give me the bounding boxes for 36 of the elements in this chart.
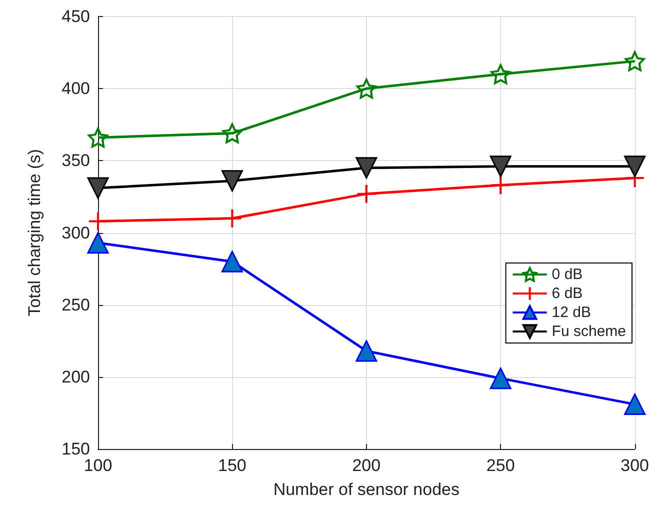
legend-label: 6 dB xyxy=(552,285,583,302)
x-tick-label: 150 xyxy=(218,456,246,475)
y-tick-label: 150 xyxy=(62,440,90,458)
point xyxy=(221,250,243,272)
point xyxy=(356,157,378,179)
x-axis-title: Number of sensor nodes xyxy=(273,480,460,499)
point xyxy=(88,211,108,232)
point xyxy=(356,78,376,99)
x-tick-label: 100 xyxy=(84,456,112,475)
y-tick-label: 250 xyxy=(62,295,90,314)
point xyxy=(624,394,646,416)
y-tick-label: 200 xyxy=(62,367,90,386)
point xyxy=(624,51,645,72)
x-tick-label: 300 xyxy=(620,456,650,475)
x-tick-label: 250 xyxy=(486,456,515,475)
y-tick-label: 450 xyxy=(62,7,90,26)
y-axis-title: Total charging time (s) xyxy=(25,149,44,316)
point xyxy=(88,128,108,148)
y-tick-label: 350 xyxy=(62,151,90,170)
point xyxy=(222,208,242,228)
point xyxy=(490,156,512,178)
legend-label: 0 dB xyxy=(552,266,583,283)
point xyxy=(222,123,242,144)
point xyxy=(624,156,646,178)
legend-label: 12 dB xyxy=(552,304,592,321)
point xyxy=(490,175,511,196)
point xyxy=(221,170,243,192)
point xyxy=(356,184,376,204)
y-tick-label: 400 xyxy=(62,79,90,98)
point xyxy=(87,177,109,199)
legend-label: Fu scheme xyxy=(552,323,626,340)
y-tick-label: 300 xyxy=(62,223,90,242)
point xyxy=(490,64,511,84)
point xyxy=(356,340,378,362)
x-tick-label: 200 xyxy=(352,456,381,475)
point xyxy=(490,368,512,390)
